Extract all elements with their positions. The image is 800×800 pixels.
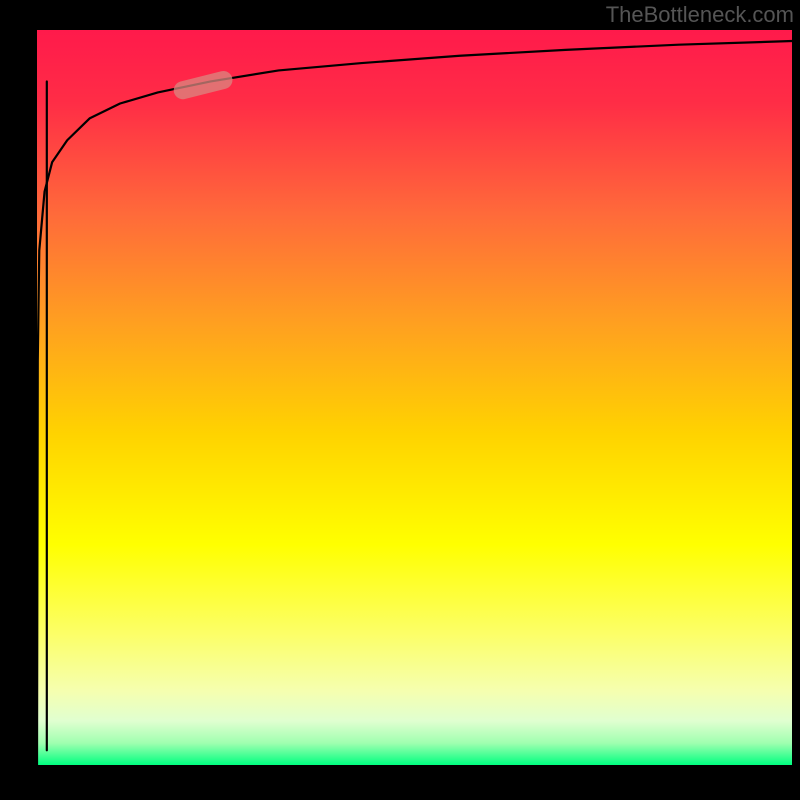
axis-right-bar — [792, 0, 800, 800]
bottleneck-chart — [0, 0, 800, 800]
axis-bottom-bar — [0, 765, 800, 800]
axis-left-bar — [0, 0, 37, 800]
gradient-plot-area — [37, 30, 792, 765]
chart-container: TheBottleneck.com — [0, 0, 800, 800]
watermark-text: TheBottleneck.com — [606, 2, 794, 28]
